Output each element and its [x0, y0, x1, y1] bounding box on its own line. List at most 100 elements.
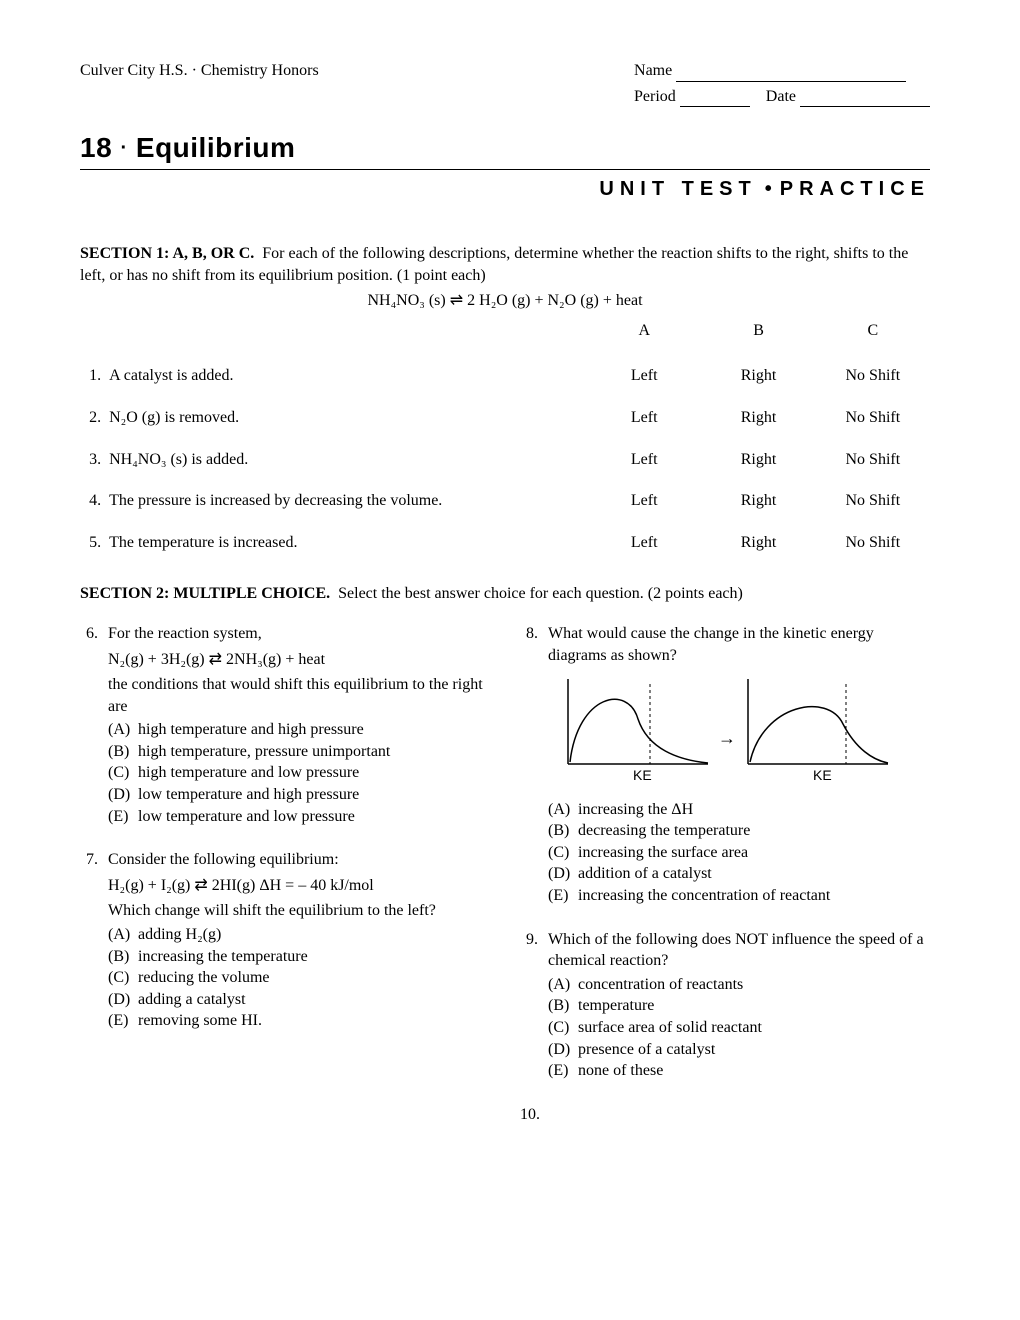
- opt-right[interactable]: Right: [701, 397, 815, 439]
- name-label: Name: [634, 62, 672, 79]
- svg-text:KE: KE: [633, 767, 652, 783]
- item-text: N₂O (g) is removed.: [109, 397, 587, 439]
- opt-left[interactable]: Left: [587, 439, 701, 481]
- choice-label: (B): [548, 995, 578, 1017]
- title-rule: [80, 169, 930, 170]
- page-header: Culver City H.S. · Chemistry Honors Name…: [80, 60, 930, 107]
- choice[interactable]: (C)high temperature and low pressure: [108, 762, 490, 784]
- subtitle-right: PRACTICE: [780, 178, 930, 200]
- choice-label: (D): [108, 784, 138, 806]
- opt-noshift[interactable]: No Shift: [816, 439, 930, 481]
- choice[interactable]: (B)temperature: [548, 995, 930, 1017]
- subtitle-left: UNIT TEST: [599, 178, 756, 200]
- choice[interactable]: (B)increasing the temperature: [108, 946, 490, 968]
- choice[interactable]: (D)adding a catalyst: [108, 989, 490, 1011]
- choice-label: (E): [108, 1010, 138, 1032]
- period-blank[interactable]: [680, 106, 750, 107]
- opt-right[interactable]: Right: [701, 480, 815, 522]
- opt-left[interactable]: Left: [587, 355, 701, 397]
- choice[interactable]: (B)high temperature, pressure unimportan…: [108, 741, 490, 763]
- section1-heading: SECTION 1: A, B, OR C.: [80, 245, 254, 262]
- choice[interactable]: (D)addition of a catalyst: [548, 863, 930, 885]
- choice-label: (C): [108, 967, 138, 989]
- choice-text: high temperature and low pressure: [138, 762, 359, 784]
- table-row: 4.The pressure is increased by decreasin…: [80, 480, 930, 522]
- item-num: 4.: [80, 480, 109, 522]
- opt-right[interactable]: Right: [701, 355, 815, 397]
- table-row: 5.The temperature is increased.LeftRight…: [80, 522, 930, 564]
- choice[interactable]: (B)decreasing the temperature: [548, 820, 930, 842]
- question-10: 10.: [520, 1104, 930, 1126]
- choice[interactable]: (A)concentration of reactants: [548, 974, 930, 996]
- choice-label: (D): [108, 989, 138, 1011]
- opt-right[interactable]: Right: [701, 439, 815, 481]
- choice[interactable]: (C)surface area of solid reactant: [548, 1017, 930, 1039]
- chapter-title: Equilibrium: [136, 132, 296, 163]
- table-row: 3.NH₄NO₃ (s) is added.LeftRightNo Shift: [80, 439, 930, 481]
- choice-text: high temperature, pressure unimportant: [138, 741, 390, 763]
- item-text: The temperature is increased.: [109, 522, 587, 564]
- opt-left[interactable]: Left: [587, 397, 701, 439]
- choice-text: adding a catalyst: [138, 989, 246, 1011]
- q6-stem2: the conditions that would shift this equ…: [108, 674, 490, 717]
- q8-num: 8.: [520, 623, 548, 907]
- choice[interactable]: (A)high temperature and high pressure: [108, 719, 490, 741]
- choice[interactable]: (E)low temperature and low pressure: [108, 806, 490, 828]
- question-7: 7. Consider the following equilibrium: H…: [80, 849, 490, 1032]
- choice-label: (A): [108, 924, 138, 946]
- choice-text: increasing the concentration of reactant: [578, 885, 830, 907]
- ke-diagram: KE → KE: [558, 674, 930, 791]
- item-num: 3.: [80, 439, 109, 481]
- choice[interactable]: (C)reducing the volume: [108, 967, 490, 989]
- choice-text: increasing the temperature: [138, 946, 308, 968]
- q7-equation: H₂(g) + I₂(g) ⇄ 2HI(g) ΔH = – 40 kJ/mol: [108, 875, 490, 897]
- choice[interactable]: (C)increasing the surface area: [548, 842, 930, 864]
- opt-noshift[interactable]: No Shift: [816, 480, 930, 522]
- opt-left[interactable]: Left: [587, 522, 701, 564]
- q9-num: 9.: [520, 929, 548, 1082]
- date-blank[interactable]: [800, 106, 930, 107]
- q6-num: 6.: [80, 623, 108, 827]
- opt-noshift[interactable]: No Shift: [816, 522, 930, 564]
- choice-text: increasing the ΔH: [578, 799, 693, 821]
- choice-label: (D): [548, 863, 578, 885]
- opt-right[interactable]: Right: [701, 522, 815, 564]
- choice[interactable]: (E)removing some HI.: [108, 1010, 490, 1032]
- choice-text: none of these: [578, 1060, 663, 1082]
- choice-label: (A): [108, 719, 138, 741]
- choice[interactable]: (D)low temperature and high pressure: [108, 784, 490, 806]
- choice-text: increasing the surface area: [578, 842, 748, 864]
- col-a: A: [587, 320, 701, 356]
- choice-label: (C): [548, 842, 578, 864]
- subtitle: UNIT TEST•PRACTICE: [80, 176, 930, 203]
- section1-table: A B C 1.A catalyst is added.LeftRightNo …: [80, 320, 930, 564]
- choice[interactable]: (D)presence of a catalyst: [548, 1039, 930, 1061]
- choice[interactable]: (A)increasing the ΔH: [548, 799, 930, 821]
- opt-noshift[interactable]: No Shift: [816, 355, 930, 397]
- col-c: C: [816, 320, 930, 356]
- choice-text: concentration of reactants: [578, 974, 743, 996]
- q10-num: 10.: [520, 1104, 548, 1126]
- choice[interactable]: (A)adding H₂(g): [108, 924, 490, 946]
- q7-stem2: Which change will shift the equilibrium …: [108, 900, 490, 922]
- choice-text: addition of a catalyst: [578, 863, 712, 885]
- opt-noshift[interactable]: No Shift: [816, 397, 930, 439]
- choice-label: (E): [548, 885, 578, 907]
- choice-text: reducing the volume: [138, 967, 270, 989]
- item-text: NH₄NO₃ (s) is added.: [109, 439, 587, 481]
- section1-equation: NH₄NO₃ (s) ⇌ 2 H₂O (g) + N₂O (g) + heat: [80, 290, 930, 312]
- choice-label: (E): [108, 806, 138, 828]
- choice[interactable]: (E)none of these: [548, 1060, 930, 1082]
- choice[interactable]: (E)increasing the concentration of react…: [548, 885, 930, 907]
- table-row: 2.N₂O (g) is removed.LeftRightNo Shift: [80, 397, 930, 439]
- item-num: 2.: [80, 397, 109, 439]
- choice-text: temperature: [578, 995, 654, 1017]
- choice-text: high temperature and high pressure: [138, 719, 364, 741]
- svg-text:→: →: [718, 728, 736, 748]
- choice-label: (B): [108, 741, 138, 763]
- opt-left[interactable]: Left: [587, 480, 701, 522]
- name-blank[interactable]: [676, 81, 906, 82]
- choice-label: (A): [548, 799, 578, 821]
- date-label: Date: [766, 88, 796, 105]
- choice-text: adding H₂(g): [138, 924, 221, 946]
